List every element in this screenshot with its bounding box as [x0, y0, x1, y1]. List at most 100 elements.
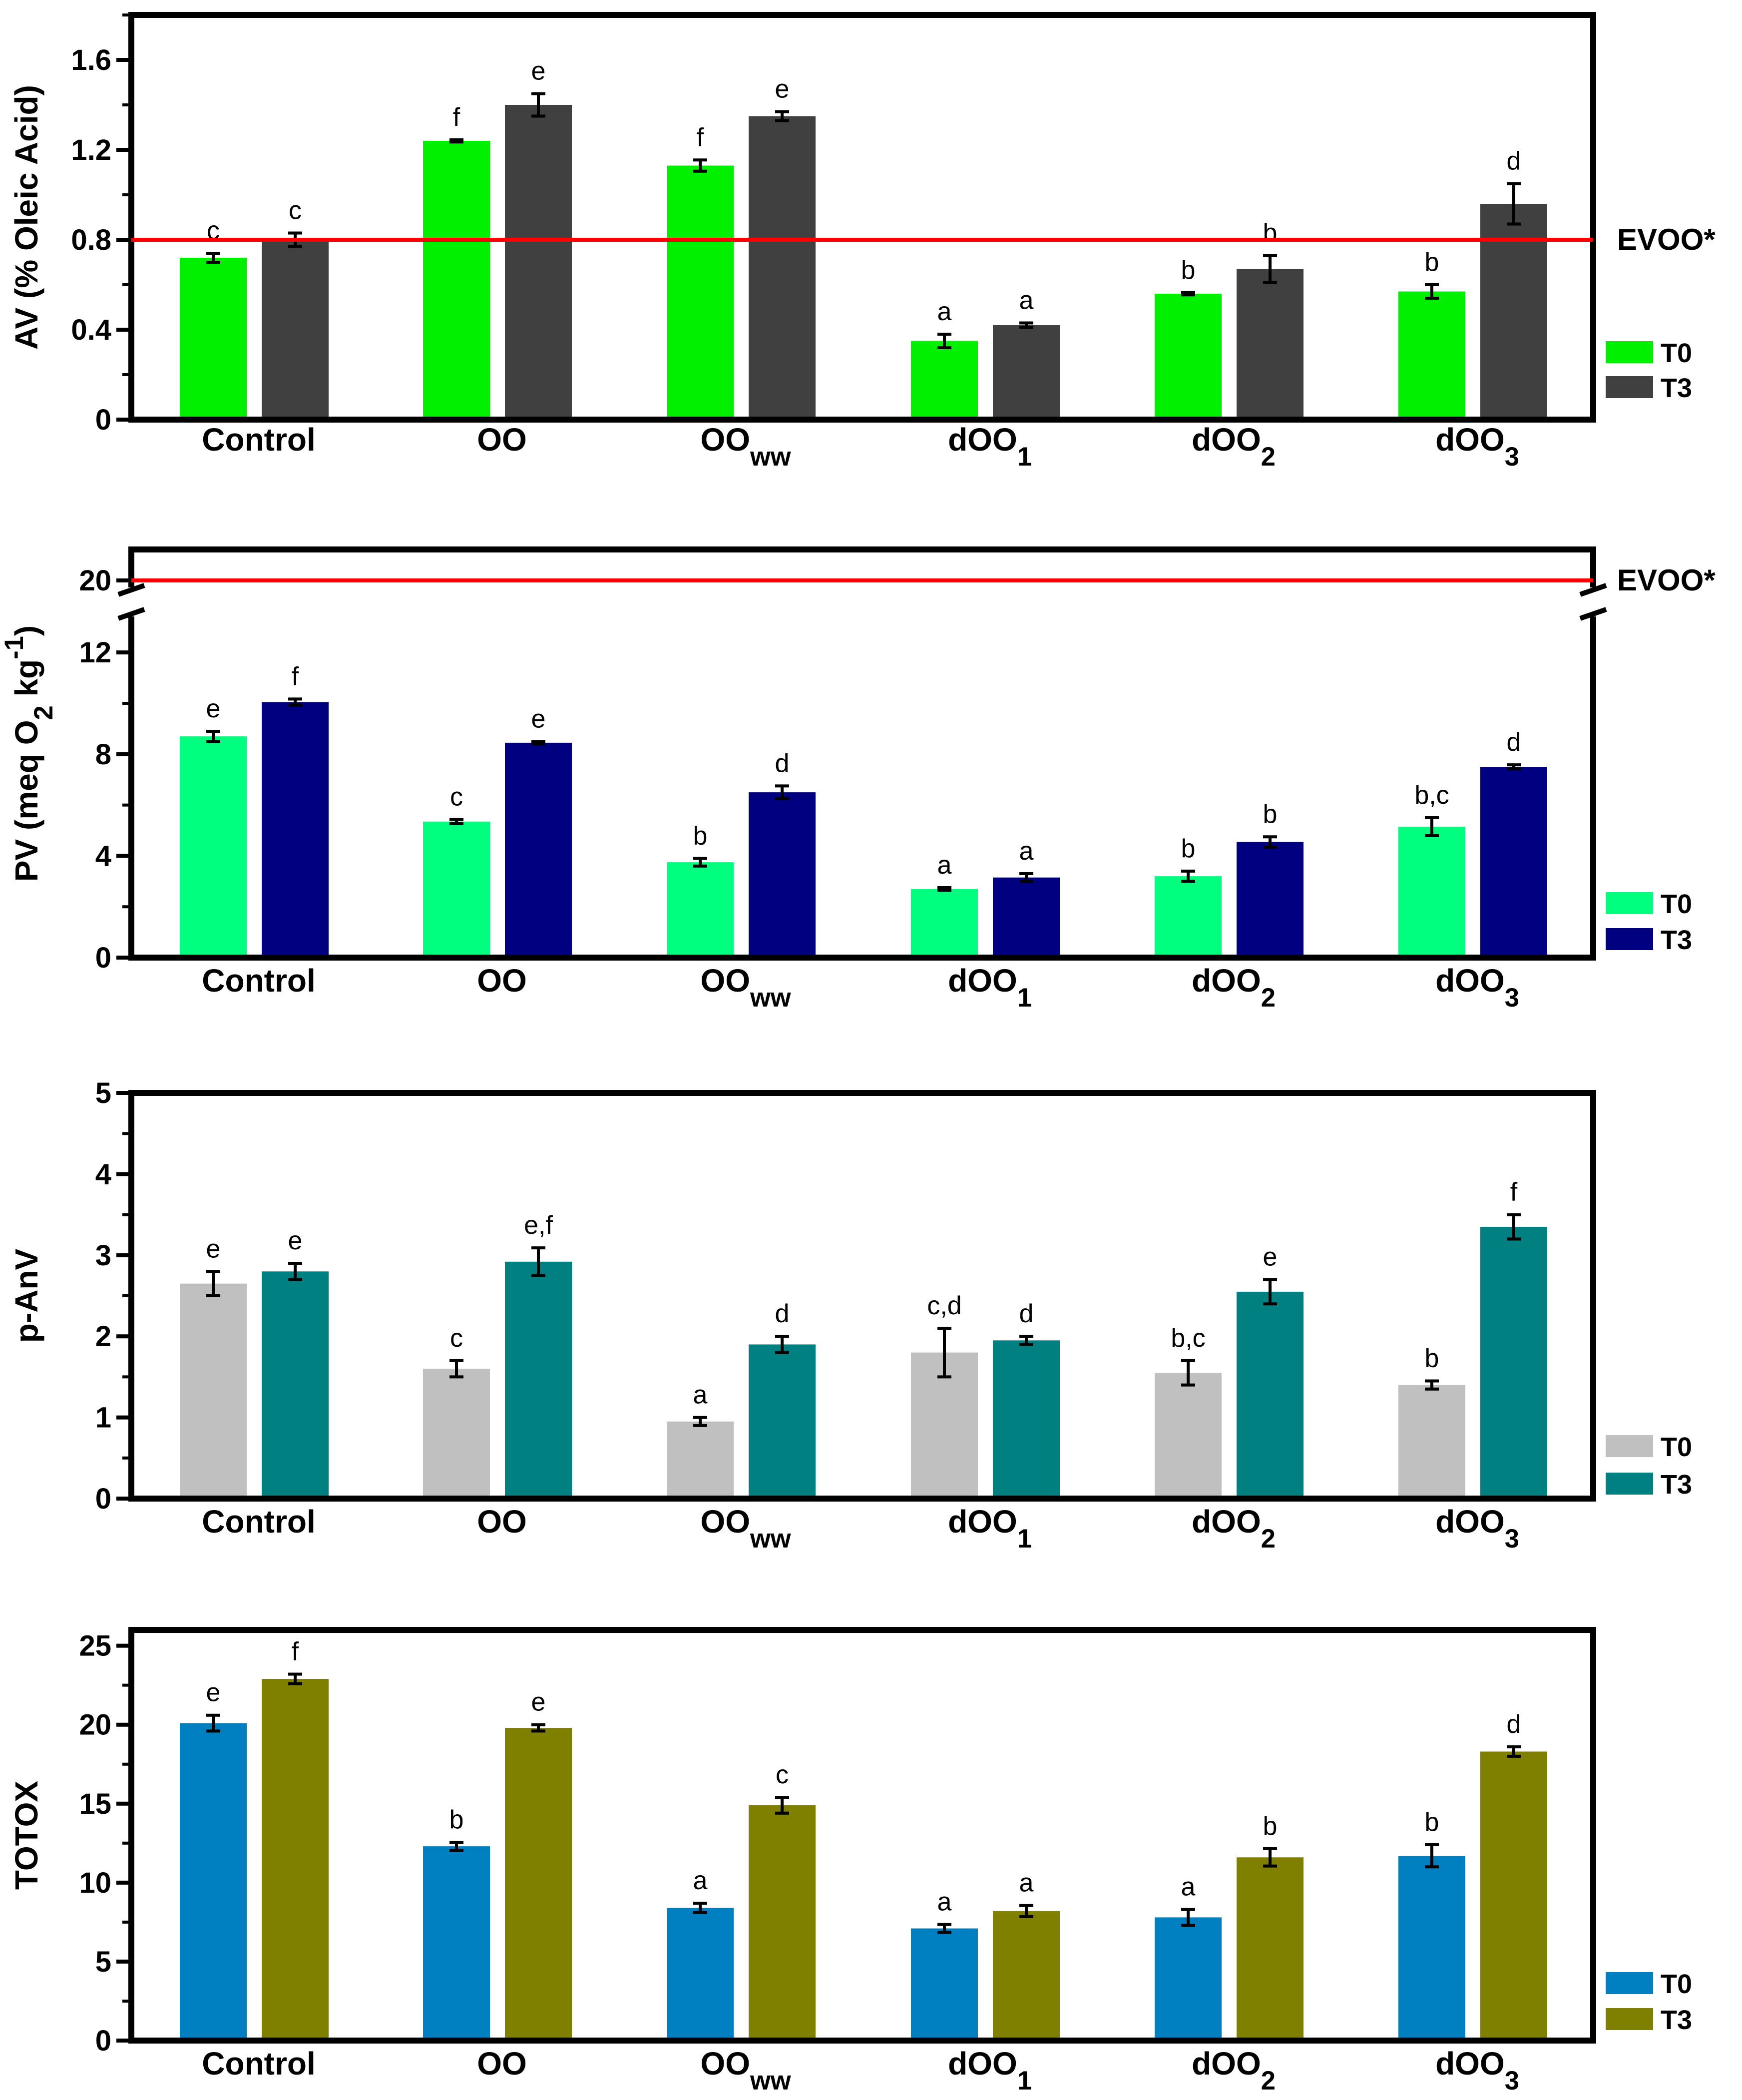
- legend-label-t3: T3: [1661, 925, 1692, 955]
- error-bar-t0-5: [1181, 1908, 1195, 1927]
- bar-t3-6: [1480, 1226, 1547, 1499]
- y-tick-label: 20: [79, 1709, 111, 1741]
- x-category-label-6-part: dOO: [1435, 422, 1505, 458]
- x-category-label-5: dOO2: [1192, 963, 1276, 1013]
- error-bar-t0-5: [1181, 1359, 1195, 1387]
- x-category-label-4-part: 1: [1017, 1524, 1032, 1554]
- y-tick-label: 0: [95, 1483, 111, 1515]
- significance-letter-t0-2: c: [450, 783, 463, 812]
- bar-t0-2: [423, 141, 490, 420]
- x-category-label-3-part: OO: [700, 2046, 750, 2082]
- x-category-label-3-part: OO: [700, 963, 750, 999]
- error-bar-t0-4: [937, 1923, 951, 1934]
- error-bar-t0-6: [1425, 1379, 1439, 1391]
- significance-letter-t3-1: e: [288, 1226, 303, 1255]
- x-category-label-5: dOO2: [1192, 2046, 1276, 2096]
- significance-letter-t3-3: c: [776, 1760, 789, 1789]
- bar-t0-6: [1398, 1385, 1465, 1499]
- error-bar-t3-1: [288, 1262, 302, 1281]
- significance-letter-t3-6: d: [1507, 728, 1521, 757]
- error-bar-t3-3: [775, 784, 789, 800]
- bar-t3-6: [1480, 1751, 1547, 2041]
- x-category-label-5-part: 2: [1261, 983, 1276, 1013]
- legend-label-t0: T0: [1661, 1969, 1692, 1999]
- error-bar-t0-6: [1425, 1843, 1439, 1869]
- plot-frame: [128, 546, 1596, 961]
- bar-t3-2: [505, 1261, 572, 1499]
- reference-line-label: EVOO*: [1617, 223, 1716, 256]
- error-bar-t0-3: [693, 158, 707, 173]
- error-bar-t0-2: [449, 818, 463, 825]
- bar-t3-2: [505, 1728, 572, 2041]
- y-axis-label-part: TOTOX: [8, 1781, 44, 1890]
- bar-t0-3: [667, 165, 734, 420]
- error-bar-t3-5: [1263, 1278, 1277, 1306]
- y-tick-label: 0: [95, 404, 111, 436]
- significance-letter-t3-3: e: [775, 75, 790, 104]
- significance-letter-t0-5: b: [1181, 834, 1196, 863]
- bar-t0-1: [180, 736, 247, 958]
- y-axis-label-part: ): [8, 625, 44, 636]
- x-category-label-3-part: ww: [750, 2066, 791, 2096]
- x-category-label-2: OO: [477, 1504, 527, 1540]
- error-bar-t0-5: [1181, 291, 1195, 297]
- error-bar-t3-5: [1263, 1847, 1277, 1868]
- error-bar-t3-3: [775, 110, 789, 122]
- bar-t3-1: [262, 1679, 329, 2041]
- bar-t0-6: [1398, 1856, 1465, 2041]
- bar-t0-3: [667, 862, 734, 958]
- legend-label-t0: T0: [1661, 889, 1692, 919]
- x-category-label-2-part: OO: [477, 2046, 527, 2082]
- error-bar-t0-3: [693, 1416, 707, 1427]
- legend-swatch-t3: [1606, 928, 1653, 950]
- bar-t3-5: [1237, 1291, 1304, 1499]
- significance-letter-t0-4: c,d: [927, 1291, 961, 1320]
- x-category-label-2-part: OO: [477, 1504, 527, 1540]
- error-bar-t0-3: [693, 1901, 707, 1914]
- bar-t3-1: [262, 702, 329, 958]
- y-axis-label: PV (meq O2 kg-1): [0, 625, 58, 882]
- error-bar-t0-3: [693, 857, 707, 868]
- x-category-label-4-part: dOO: [948, 963, 1017, 999]
- error-bar-t3-2: [531, 1246, 545, 1277]
- x-category-label-2-part: OO: [477, 963, 527, 999]
- y-tick-label: 1.6: [71, 44, 111, 76]
- significance-letter-t3-5: b: [1263, 219, 1278, 248]
- x-category-label-3: OOww: [700, 1504, 791, 1554]
- reference-line-label: EVOO*: [1617, 563, 1716, 597]
- legend-label-t3: T3: [1661, 1470, 1692, 1500]
- y-tick-label: 1.2: [71, 134, 111, 166]
- x-category-label-2: OO: [477, 422, 527, 458]
- error-bar-t3-6: [1507, 763, 1521, 771]
- x-category-label-6-part: 3: [1505, 2066, 1519, 2096]
- bar-t0-4: [911, 1928, 978, 2041]
- bar-t0-4: [911, 889, 978, 958]
- bar-t3-4: [993, 325, 1060, 420]
- y-tick-label: 4: [95, 1158, 111, 1190]
- x-category-label-3-part: ww: [750, 1524, 791, 1554]
- error-bar-t0-1: [206, 252, 220, 264]
- bar-t0-6: [1398, 291, 1465, 420]
- significance-letter-t0-5: b,c: [1171, 1324, 1205, 1353]
- error-bar-t0-6: [1425, 816, 1439, 837]
- bar-t3-5: [1237, 269, 1304, 420]
- significance-letter-t0-6: b: [1425, 248, 1439, 277]
- x-category-label-5-part: dOO: [1192, 1504, 1261, 1540]
- bar-t0-2: [423, 1846, 490, 2041]
- significance-letter-t0-4: a: [937, 851, 952, 880]
- error-bar-t3-3: [775, 1796, 789, 1815]
- error-bar-t0-1: [206, 729, 220, 743]
- axis-break-mark: [1579, 583, 1607, 597]
- plot-frame: [128, 1627, 1596, 2044]
- significance-letter-t3-1: f: [292, 1637, 299, 1666]
- significance-letter-t3-1: f: [292, 662, 299, 691]
- significance-letter-t3-3: d: [775, 749, 790, 778]
- x-category-label-4-part: 1: [1017, 2066, 1032, 2096]
- x-category-label-1-part: Control: [202, 2046, 316, 2082]
- significance-letter-t0-3: a: [693, 1381, 708, 1410]
- error-bar-t3-4: [1019, 872, 1033, 883]
- x-category-label-5-part: dOO: [1192, 2046, 1261, 2082]
- y-tick-label: 0.4: [71, 314, 111, 346]
- significance-letter-t0-6: b: [1425, 1808, 1439, 1837]
